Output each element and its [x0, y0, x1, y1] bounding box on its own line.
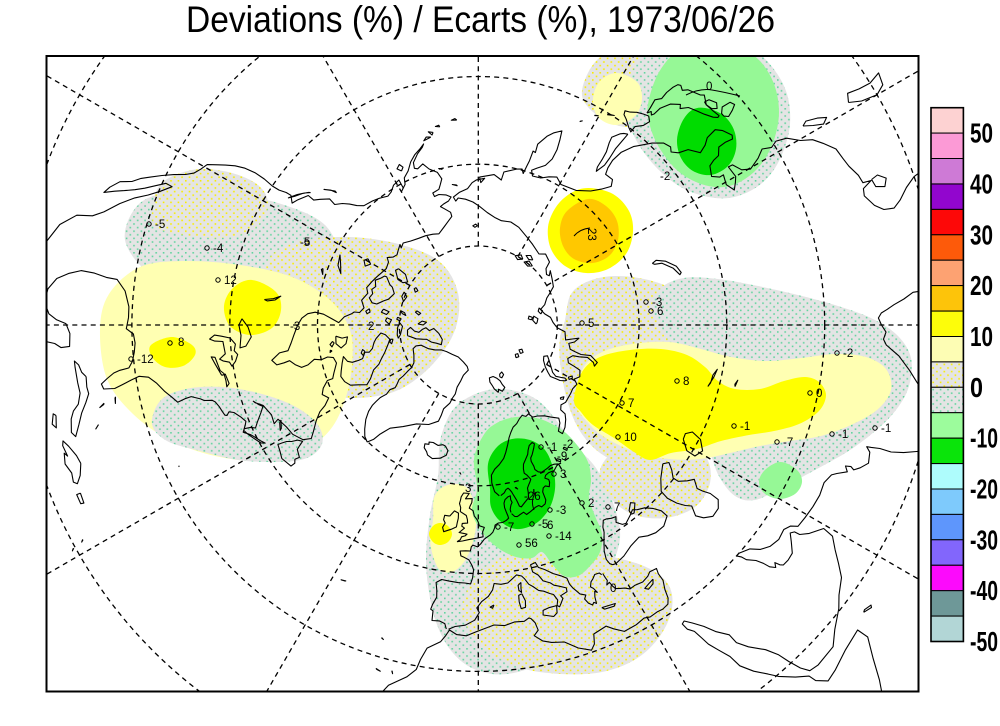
svg-text:-2: -2 [843, 348, 853, 360]
svg-text:0: 0 [816, 388, 822, 400]
svg-text:-14: -14 [555, 531, 572, 543]
svg-text:0: 0 [706, 81, 712, 93]
svg-text:-20: -20 [970, 474, 998, 505]
svg-text:56: 56 [525, 538, 538, 550]
svg-text:-5: -5 [155, 219, 165, 231]
svg-text:-40: -40 [970, 575, 998, 606]
svg-text:7: 7 [628, 398, 634, 410]
svg-text:-2: -2 [563, 439, 573, 451]
svg-text:-9: -9 [557, 451, 567, 463]
svg-text:20: 20 [970, 270, 993, 301]
svg-text:-12: -12 [137, 354, 154, 366]
svg-text:-3: -3 [290, 321, 300, 333]
svg-text:Deviations (%) / Ecarts (%), 1: Deviations (%) / Ecarts (%), 1973/06/26 [186, 0, 775, 40]
svg-text:-10: -10 [970, 423, 998, 454]
svg-text:-7: -7 [504, 522, 514, 534]
svg-text:-5: -5 [300, 237, 310, 249]
svg-text:-1: -1 [881, 423, 891, 435]
svg-text:6: 6 [657, 306, 663, 318]
svg-text:12: 12 [224, 275, 237, 287]
svg-text:8: 8 [178, 337, 184, 349]
svg-text:-1: -1 [740, 421, 750, 433]
svg-text:2: 2 [368, 321, 374, 333]
svg-text:-3: -3 [556, 505, 566, 517]
svg-text:-5: -5 [538, 519, 548, 531]
svg-text:0: 0 [970, 372, 983, 403]
svg-text:-7: -7 [783, 437, 793, 449]
svg-text:3: 3 [560, 469, 566, 481]
svg-text:-3: -3 [652, 297, 662, 309]
svg-text:-4: -4 [213, 243, 224, 255]
svg-text:23: 23 [585, 228, 597, 241]
svg-text:50: 50 [970, 118, 993, 149]
svg-text:3: 3 [465, 483, 471, 495]
svg-text:10: 10 [624, 432, 637, 444]
svg-text:-2: -2 [660, 171, 670, 183]
svg-text:30: 30 [970, 219, 993, 250]
svg-text:-26: -26 [524, 491, 541, 503]
svg-text:6: 6 [547, 520, 553, 532]
svg-text:-1: -1 [838, 429, 848, 441]
svg-text:-30: -30 [970, 524, 998, 555]
svg-text:2: 2 [588, 498, 594, 510]
svg-text:40: 40 [970, 169, 993, 200]
svg-text:8: 8 [683, 376, 689, 388]
svg-text:10: 10 [970, 321, 993, 352]
svg-text:-1: -1 [547, 442, 557, 454]
svg-text:0: 0 [610, 583, 616, 595]
svg-text:7: 7 [614, 502, 620, 514]
svg-text:5: 5 [588, 318, 594, 330]
svg-text:-50: -50 [970, 626, 998, 657]
